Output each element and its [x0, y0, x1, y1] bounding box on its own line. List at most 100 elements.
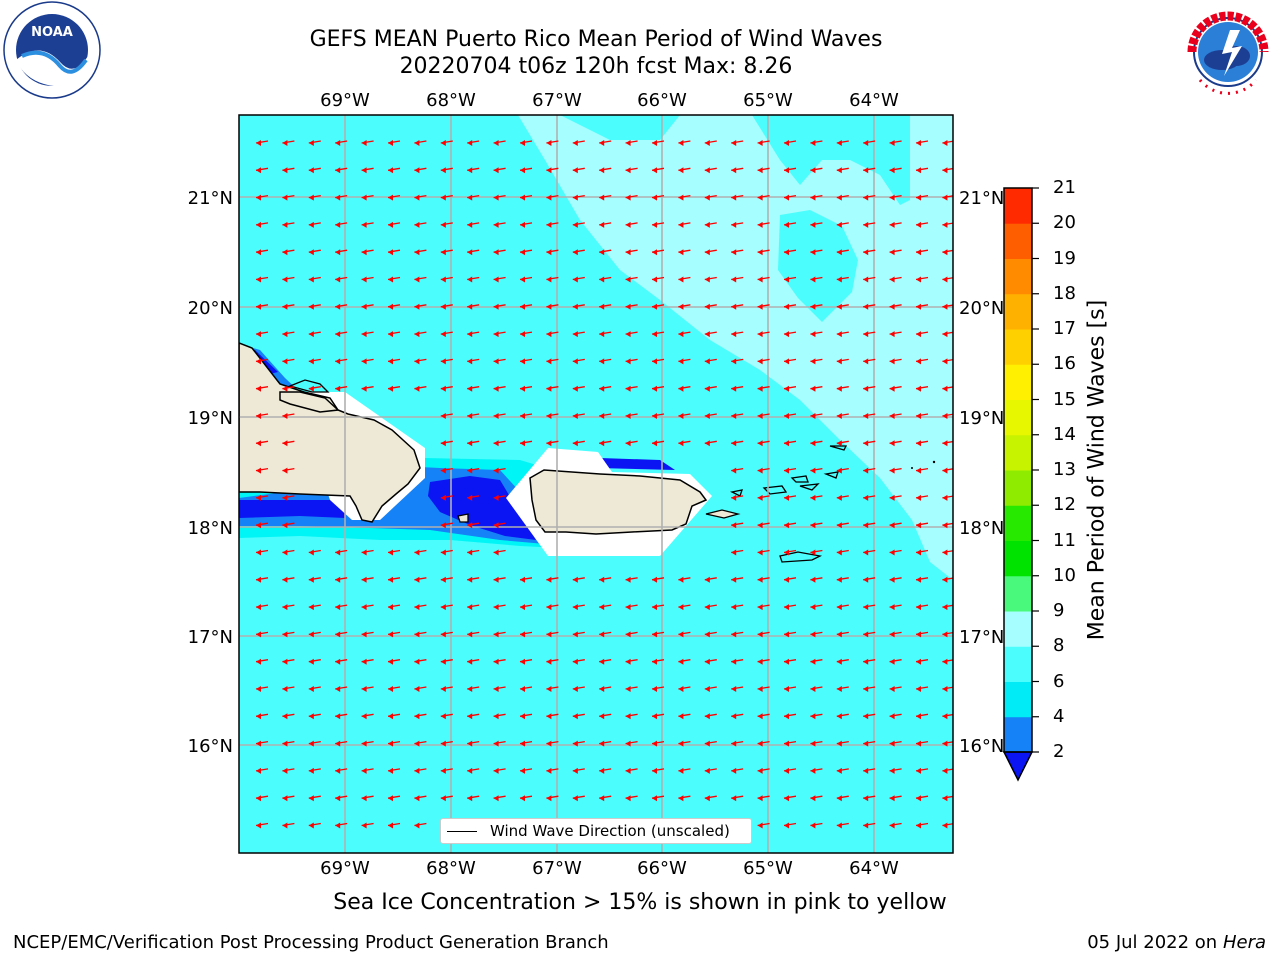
wind-wave-arrow [836, 140, 849, 146]
colorbar-label: Mean Period of Wind Waves [s] [1084, 299, 1110, 641]
wind-wave-arrow [440, 576, 453, 583]
wind-wave-arrow [335, 686, 348, 692]
wind-wave-arrow [308, 604, 321, 611]
wind-wave-arrow [863, 658, 876, 665]
wind-wave-arrow [625, 331, 638, 338]
wind-wave-arrow [519, 576, 533, 583]
wind-wave-arrow [678, 686, 691, 692]
colorbar-segment [1004, 293, 1032, 330]
wind-wave-arrow [810, 276, 823, 283]
wind-wave-arrow [731, 740, 744, 747]
wind-wave-arrow [493, 249, 506, 256]
wind-wave-arrow [361, 221, 374, 228]
wind-wave-arrow [282, 604, 295, 611]
colorbar-tick-label: 11 [1053, 529, 1076, 551]
wind-wave-arrow [387, 795, 401, 802]
wind-wave-arrow [493, 413, 506, 419]
national-weather-service-logo-icon [1180, 4, 1276, 100]
wind-wave-arrow [731, 658, 744, 665]
wind-wave-arrow [387, 249, 401, 256]
wind-wave-arrow [810, 686, 823, 692]
wind-wave-arrow [387, 221, 401, 228]
wind-wave-arrow [493, 494, 506, 501]
wind-wave-arrow [308, 740, 321, 747]
wind-wave-arrow [414, 686, 427, 692]
colorbar-segment [1004, 329, 1032, 365]
wind-wave-arrow [414, 549, 427, 556]
wind-wave-arrow [651, 331, 665, 338]
wind-wave-arrow [519, 276, 533, 283]
wind-wave-arrow [731, 686, 744, 692]
colorbar-tick-label: 14 [1053, 423, 1076, 445]
wind-wave-arrow [255, 303, 269, 310]
wind-wave-arrow [863, 358, 876, 365]
wind-wave-arrow [836, 303, 849, 310]
wind-wave-arrow [282, 276, 295, 283]
wind-wave-arrow [810, 140, 823, 146]
wind-wave-arrow [387, 604, 401, 611]
wind-wave-arrow [704, 303, 717, 310]
wind-wave-arrow [783, 740, 797, 747]
wind-wave-arrow [810, 740, 823, 747]
wind-wave-arrow [783, 167, 797, 174]
wind-wave-arrow [651, 194, 665, 201]
wind-wave-arrow [678, 385, 691, 392]
wind-wave-arrow [731, 221, 744, 228]
wind-wave-arrow [546, 658, 559, 665]
wind-wave-arrow [414, 140, 427, 146]
wind-wave-arrow [810, 385, 823, 392]
wind-wave-arrow [915, 221, 929, 228]
wind-wave-arrow [361, 331, 374, 338]
wind-wave-arrow [414, 576, 427, 583]
wave-period-under-2-band [239, 500, 345, 518]
footer-branch: NCEP/EMC/Verification Post Processing Pr… [13, 932, 609, 953]
wind-wave-arrow [704, 249, 717, 256]
wind-wave-arrow [599, 249, 612, 256]
wind-wave-arrow [493, 221, 506, 228]
wind-wave-arrow [519, 303, 533, 310]
wind-wave-arrow [757, 822, 770, 829]
wind-wave-arrow [282, 249, 295, 256]
wind-wave-arrow [836, 740, 849, 747]
wind-wave-arrow [440, 549, 453, 556]
wind-wave-arrow [361, 713, 374, 720]
colorbar-segment [1004, 611, 1032, 647]
wind-wave-arrow [704, 276, 717, 283]
wind-wave-arrow [863, 249, 876, 256]
wind-wave-arrow [704, 194, 717, 201]
noaa-logo-icon: NOAA [3, 1, 101, 99]
wind-wave-arrow [783, 576, 797, 583]
wind-wave-arrow [572, 576, 585, 583]
wave-period-6-8-pocket [560, 115, 680, 140]
wind-wave-arrow [572, 167, 585, 174]
wind-wave-arrow [361, 549, 374, 556]
wind-wave-arrow [625, 194, 638, 201]
colorbar-tick-label: 9 [1053, 600, 1065, 621]
wind-wave-arrow [519, 658, 533, 665]
wind-wave-arrow [836, 494, 849, 501]
wind-wave-arrow [783, 549, 797, 556]
colorbar-segment [1004, 575, 1032, 612]
wind-wave-arrow [599, 194, 612, 201]
wind-wave-arrow [308, 686, 321, 692]
wind-wave-arrow [493, 522, 506, 529]
wind-wave-arrow [335, 303, 348, 310]
wind-wave-arrow [308, 221, 321, 228]
wind-wave-arrow [783, 358, 797, 365]
wind-wave-arrow [546, 604, 559, 611]
wind-wave-arrow [467, 767, 480, 774]
wind-wave-arrow [493, 686, 506, 692]
colorbar-tick-label: 15 [1053, 388, 1076, 410]
wind-wave-arrow [440, 249, 453, 256]
wind-wave-arrow [836, 358, 849, 365]
wind-wave-arrow [599, 331, 612, 338]
wind-wave-arrow [255, 795, 269, 802]
wind-wave-arrow [335, 658, 348, 665]
wind-wave-arrow [783, 494, 797, 501]
wind-wave-arrow [889, 658, 902, 665]
wind-wave-arrow [651, 221, 665, 228]
wind-wave-arrow [282, 358, 295, 365]
wind-wave-arrow [387, 767, 401, 774]
wind-wave-arrow [678, 358, 691, 365]
wind-wave-arrow [255, 276, 269, 283]
